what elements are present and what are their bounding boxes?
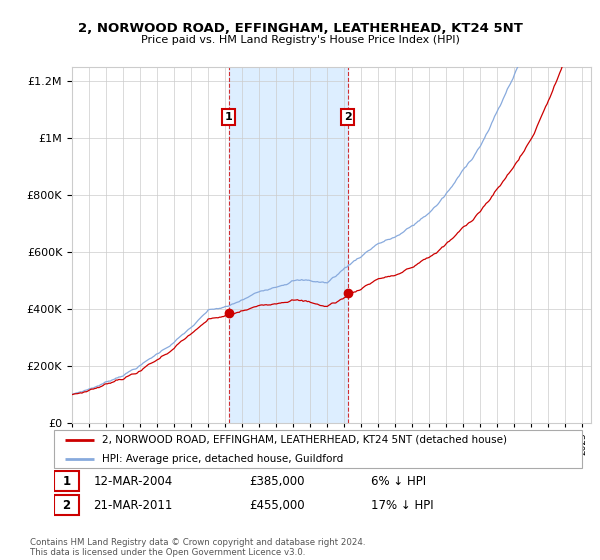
FancyBboxPatch shape (54, 495, 79, 515)
Text: 21-MAR-2011: 21-MAR-2011 (94, 498, 173, 512)
Text: 12-MAR-2004: 12-MAR-2004 (94, 475, 173, 488)
Text: 17% ↓ HPI: 17% ↓ HPI (371, 498, 433, 512)
Text: 2: 2 (344, 112, 352, 122)
Text: HPI: Average price, detached house, Guildford: HPI: Average price, detached house, Guil… (101, 454, 343, 464)
Text: £455,000: £455,000 (250, 498, 305, 512)
Text: 2, NORWOOD ROAD, EFFINGHAM, LEATHERHEAD, KT24 5NT: 2, NORWOOD ROAD, EFFINGHAM, LEATHERHEAD,… (77, 22, 523, 35)
Text: Price paid vs. HM Land Registry's House Price Index (HPI): Price paid vs. HM Land Registry's House … (140, 35, 460, 45)
Text: £385,000: £385,000 (250, 475, 305, 488)
Text: Contains HM Land Registry data © Crown copyright and database right 2024.
This d: Contains HM Land Registry data © Crown c… (30, 538, 365, 557)
Text: 2, NORWOOD ROAD, EFFINGHAM, LEATHERHEAD, KT24 5NT (detached house): 2, NORWOOD ROAD, EFFINGHAM, LEATHERHEAD,… (101, 435, 506, 445)
Text: 1: 1 (225, 112, 233, 122)
Text: 2: 2 (62, 498, 71, 512)
FancyBboxPatch shape (54, 472, 79, 491)
Text: 1: 1 (62, 475, 71, 488)
Text: 6% ↓ HPI: 6% ↓ HPI (371, 475, 426, 488)
FancyBboxPatch shape (54, 430, 582, 468)
Bar (229, 67, 348, 423)
